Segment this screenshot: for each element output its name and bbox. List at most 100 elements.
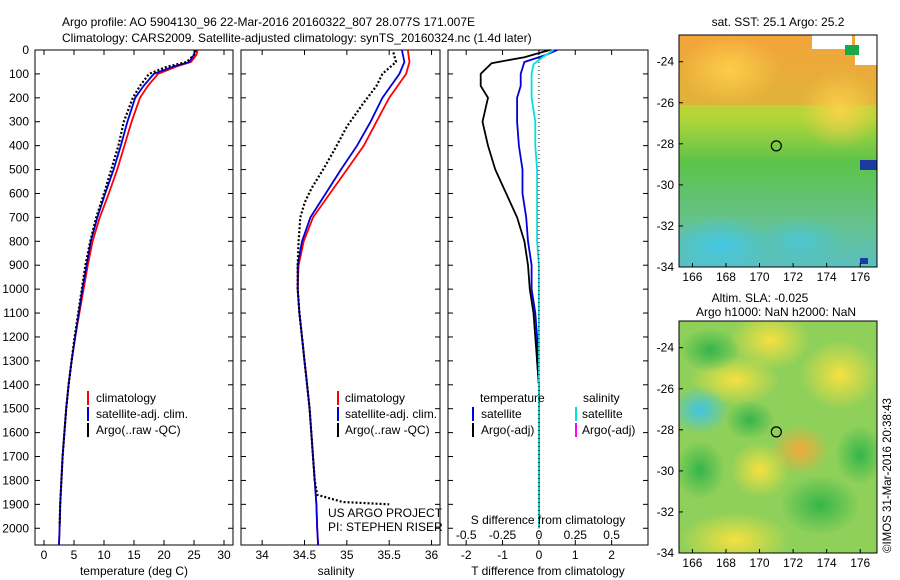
- sst-map-y-tick-label: -24: [657, 55, 675, 69]
- difference-legend-label-sal-argo: Argo(-adj): [582, 423, 635, 437]
- difference-legend-title-temperature: temperature: [480, 391, 545, 405]
- temperature-x-tick-label: 10: [97, 548, 111, 562]
- sst-map-y-tick-label: -30: [657, 178, 675, 192]
- temperature-y-tick-label: 1600: [2, 426, 29, 440]
- temperature-legend-label-climatology: climatology: [96, 391, 156, 405]
- temperature-y-tick-label: 200: [9, 91, 29, 105]
- temperature-legend: climatology satellite-adj. clim. Argo(..…: [87, 391, 188, 437]
- sla-map-y-tick-label: -30: [657, 464, 675, 478]
- sla-map-title: Altim. SLA: -0.025: [712, 291, 809, 305]
- difference-series-2: [530, 49, 554, 529]
- difference-axes-frame: [447, 49, 649, 546]
- difference-top-tick-labels: -0.5 -0.25 0 0.25 0.5: [456, 528, 620, 542]
- temperature-y-tick-label: 1700: [2, 450, 29, 464]
- sst-map-title: sat. SST: 25.1 Argo: 25.2: [712, 15, 845, 29]
- temperature-y-tick-label: 300: [9, 115, 29, 129]
- difference-profile-panel: -2 -1 0 1 2 S difference from climatology -0…: [447, 49, 649, 578]
- temperature-y-tick-label: 700: [9, 210, 29, 224]
- difference-legend: temperature salinity satellite Argo(-adj…: [472, 391, 635, 437]
- salinity-x-tick-label: 34.5: [293, 548, 317, 562]
- difference-x-tick-label: 2: [608, 548, 615, 562]
- salinity-legend-label-climatology: climatology: [345, 391, 405, 405]
- temperature-x-tick-label: 30: [217, 548, 231, 562]
- sst-map-x-tick-label: 170: [750, 270, 770, 284]
- difference-x-axis-label: T difference from climatology: [471, 564, 625, 578]
- sst-map-field: [679, 35, 877, 267]
- salinity-x-axis-label: salinity: [318, 564, 355, 578]
- temperature-y-tick-label: 1800: [2, 473, 29, 487]
- sla-map-panel: Altim. SLA: -0.025 Argo h1000: NaN h2000…: [657, 291, 878, 570]
- sst-map-argo-location-marker: [770, 140, 782, 152]
- sst-map-x-tick-label: 176: [850, 270, 870, 284]
- sla-map-x-tick-label: 170: [750, 556, 770, 570]
- temperature-x-tick-label: 5: [71, 548, 78, 562]
- sst-map-y-tick-label: -28: [657, 137, 675, 151]
- temperature-y-tick-label: 800: [9, 234, 29, 248]
- header-line-1: Argo profile: AO 5904130_96 22-Mar-2016 …: [62, 15, 475, 29]
- sst-map-x-tick-label: 174: [817, 270, 837, 284]
- temperature-y-tick-label: 2000: [2, 521, 29, 535]
- temperature-axes-frame: [34, 49, 234, 546]
- temperature-y-tick-label: 1000: [2, 282, 29, 296]
- sla-map-y-tick-label: -24: [657, 341, 675, 355]
- salinity-x-tick-label: 35: [340, 548, 354, 562]
- temperature-y-tick-label: 600: [9, 186, 29, 200]
- difference-x-tick-label: 0: [536, 548, 543, 562]
- sst-map-panel: sat. SST: 25.1 Argo: 25.2 166 168 170 172 17…: [657, 15, 878, 284]
- header-line-2: Climatology: CARS2009. Satellite-adjuste…: [62, 31, 532, 45]
- salinity-profile-panel: 34 34.5 35 35.5 36 salinity climatology sate…: [240, 49, 443, 578]
- difference-x-tick-label: -1: [497, 548, 508, 562]
- temperature-y-tick-label: 1200: [2, 330, 29, 344]
- sla-map-x-tick-label: 166: [682, 556, 702, 570]
- temperature-legend-label-satellite: satellite-adj. clim.: [96, 407, 188, 421]
- temperature-y-tick-label: 1300: [2, 354, 29, 368]
- temperature-y-tick-label: 1400: [2, 378, 29, 392]
- difference-top-axis-label: S difference from climatology: [471, 513, 626, 527]
- difference-legend-label-temp-argo: Argo(-adj): [481, 423, 534, 437]
- sla-map-frame: [678, 320, 878, 554]
- difference-top-tick-label: 0: [536, 528, 543, 542]
- sla-map-field: [679, 321, 877, 553]
- difference-legend-title-salinity: salinity: [583, 391, 620, 405]
- sla-map-x-tick-label: 176: [850, 556, 870, 570]
- salinity-x-tick-label: 34: [255, 548, 269, 562]
- salinity-legend: climatology satellite-adj. clim. Argo(..…: [337, 391, 437, 437]
- difference-top-tick-label: 0.5: [603, 528, 620, 542]
- temperature-y-tick-label: 1500: [2, 402, 29, 416]
- difference-top-tick-label: -0.25: [489, 528, 517, 542]
- sla-map-y-tick-label: -26: [657, 382, 675, 396]
- temperature-x-tick-label: 20: [157, 548, 171, 562]
- sla-map-y-tick-label: -28: [657, 423, 675, 437]
- temperature-x-tick-label: 15: [127, 548, 141, 562]
- temperature-x-axis-label: temperature (deg C): [80, 564, 188, 578]
- difference-legend-label-sal-satellite: satellite: [582, 407, 623, 421]
- sst-map-y-tick-label: -26: [657, 96, 675, 110]
- salinity-legend-label-argo: Argo(..raw -QC): [345, 423, 430, 437]
- difference-legend-label-temp-satellite: satellite: [481, 407, 522, 421]
- sla-map-y-tick-label: -32: [657, 505, 675, 519]
- temperature-x-tick-label: 0: [41, 548, 48, 562]
- temperature-y-tick-label: 1100: [3, 306, 29, 320]
- salinity-x-tick-label: 35.5: [378, 548, 402, 562]
- sla-map-x-tick-label: 168: [716, 556, 736, 570]
- temperature-series-2: [58, 49, 197, 526]
- salinity-axes-frame: [240, 49, 441, 546]
- temperature-y-tick-label: 500: [9, 163, 29, 177]
- sla-map-subtitle: Argo h1000: NaN h2000: NaN: [696, 305, 856, 319]
- sla-map-x-tick-label: 172: [783, 556, 803, 570]
- sst-map-y-tick-label: -34: [657, 260, 675, 274]
- temperature-x-tick-label: 25: [187, 548, 201, 562]
- sst-map-x-tick-label: 168: [716, 270, 736, 284]
- temperature-y-tick-label: 1900: [2, 497, 29, 511]
- sst-map-x-tick-label: 166: [682, 270, 702, 284]
- difference-x-tick-label: 1: [572, 548, 579, 562]
- sst-map-x-tick-label: 172: [783, 270, 803, 284]
- temperature-y-tick-label: 400: [9, 139, 29, 153]
- sla-map-argo-location-marker: [770, 426, 782, 438]
- sla-map-x-tick-label: 174: [817, 556, 837, 570]
- pi-credit: PI: STEPHEN RISER: [328, 520, 443, 534]
- sla-map-y-tick-label: -34: [657, 546, 675, 560]
- project-credit: US ARGO PROJECT: [328, 506, 443, 520]
- salinity-legend-label-satellite: satellite-adj. clim.: [345, 407, 437, 421]
